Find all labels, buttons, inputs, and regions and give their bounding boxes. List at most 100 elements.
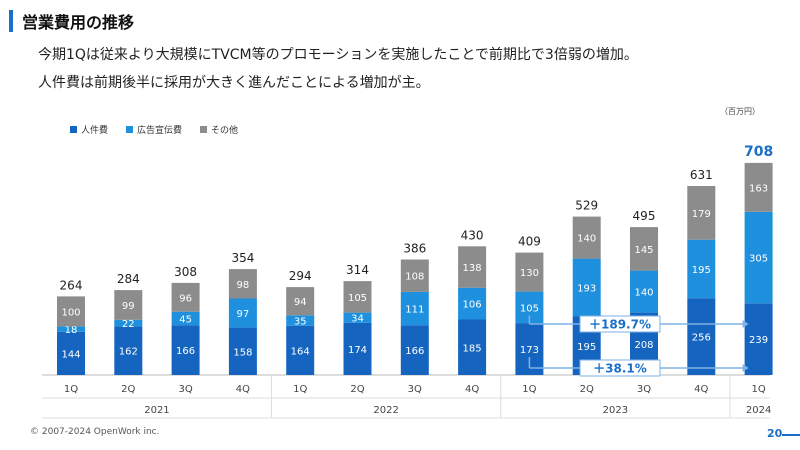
bar-value-label: 162 xyxy=(119,347,138,358)
bar-segment-personnel xyxy=(57,331,85,375)
bar-segment-other xyxy=(400,259,429,292)
bar-value-label: 163 xyxy=(749,183,768,194)
x-tick-label: 4Q xyxy=(465,384,479,395)
bar-value-label: 208 xyxy=(634,340,653,351)
bar-value-label: 35 xyxy=(294,317,307,328)
bar-segment-advertising xyxy=(343,312,372,323)
legend-item-other: その他 xyxy=(200,123,238,136)
bar-segment-other xyxy=(515,252,544,292)
legend-label-other: その他 xyxy=(211,126,239,136)
bar-value-label: 111 xyxy=(405,305,424,316)
x-group-label: 2023 xyxy=(603,405,628,416)
legend-label-personnel: 人件費 xyxy=(81,126,109,136)
bar-segment-advertising xyxy=(57,326,85,332)
bar-value-label: 18 xyxy=(65,325,78,336)
bar-value-label: 100 xyxy=(61,307,80,318)
bar-segment-other xyxy=(57,296,85,327)
x-tick-label: 3Q xyxy=(637,384,651,395)
x-tick-label: 2Q xyxy=(580,384,594,395)
bar-segment-other xyxy=(572,216,601,259)
bar-segment-advertising xyxy=(572,258,601,317)
bar-segment-advertising xyxy=(687,239,716,299)
x-tick-label: 2Q xyxy=(350,384,364,395)
bar-segment-advertising xyxy=(286,315,315,326)
legend-item-advertising: 広告宣伝費 xyxy=(126,123,182,136)
bar-value-label: 105 xyxy=(520,303,539,314)
bar-segment-personnel xyxy=(286,325,315,375)
chart-legend: 人件費 広告宣伝費 その他 xyxy=(70,123,238,136)
description-line-2: 人件費は前期後半に採用が大きく進んだことによる増加が主。 xyxy=(38,75,430,91)
bar-segment-personnel xyxy=(228,327,257,375)
x-tick-label: 1Q xyxy=(64,384,78,395)
bar-total-label: 284 xyxy=(117,272,140,286)
bar-segment-personnel xyxy=(114,326,143,375)
x-tick-label: 3Q xyxy=(178,384,192,395)
bar-value-label: 99 xyxy=(122,301,135,312)
bar-total-label: 529 xyxy=(575,199,598,213)
title-accent-bar xyxy=(9,10,13,32)
x-tick-label: 1Q xyxy=(751,384,765,395)
bar-value-label: 96 xyxy=(179,293,192,304)
bar-total-label: 708 xyxy=(744,144,773,160)
bar-segment-personnel xyxy=(744,303,773,375)
bar-value-label: 106 xyxy=(463,300,482,311)
bar-value-label: 179 xyxy=(692,209,711,220)
x-tick-label: 2Q xyxy=(121,384,135,395)
bar-segment-personnel xyxy=(343,322,372,375)
bar-value-label: 256 xyxy=(692,333,711,344)
bar-segment-advertising xyxy=(458,287,487,320)
bar-segment-other xyxy=(744,162,773,212)
bar-value-label: 34 xyxy=(351,314,364,325)
bar-value-label: 164 xyxy=(291,346,310,357)
bar-value-label: 144 xyxy=(61,349,80,360)
bar-value-label: 195 xyxy=(692,265,711,276)
bar-value-label: 98 xyxy=(237,280,250,291)
bar-value-label: 185 xyxy=(463,343,482,354)
bar-value-label: 173 xyxy=(520,345,539,356)
annotation-box xyxy=(579,315,661,333)
bar-segment-advertising xyxy=(744,211,773,304)
bar-value-label: 108 xyxy=(405,272,424,283)
annotation-arrowhead xyxy=(742,364,749,372)
bar-segment-personnel xyxy=(687,298,716,375)
bar-segment-personnel xyxy=(171,325,200,375)
slide-title: 営業費用の推移 xyxy=(22,13,135,32)
legend-swatch-other xyxy=(200,126,208,133)
bar-value-label: 22 xyxy=(122,319,135,330)
bar-value-label: 145 xyxy=(634,245,653,256)
bar-value-label: 166 xyxy=(405,346,424,357)
bar-segment-advertising xyxy=(114,319,143,327)
legend-swatch-personnel xyxy=(70,126,77,133)
x-tick-label: 1Q xyxy=(293,384,307,395)
bar-total-label: 314 xyxy=(346,263,369,277)
bar-value-label: 195 xyxy=(577,342,596,353)
annotation-arrowhead xyxy=(742,320,749,328)
unit-label: （百万円） xyxy=(720,107,760,116)
annotation-box xyxy=(579,359,661,377)
bar-total-label: 308 xyxy=(174,265,197,279)
bar-total-label: 430 xyxy=(461,228,484,242)
bar-total-label: 264 xyxy=(60,278,83,292)
annotation-label: ＋189.7% xyxy=(589,318,651,332)
bar-value-label: 45 xyxy=(179,314,192,325)
legend-item-personnel: 人件費 xyxy=(70,123,108,136)
bar-segment-advertising xyxy=(228,298,257,328)
bar-value-label: 140 xyxy=(634,288,653,299)
bar-segment-personnel xyxy=(458,319,487,375)
annotation-label: ＋38.1% xyxy=(593,362,647,376)
bar-segment-advertising xyxy=(630,270,658,313)
bar-value-label: 140 xyxy=(577,234,596,245)
bar-segment-other xyxy=(343,281,372,313)
legend-swatch-advertising xyxy=(126,126,134,133)
x-group-label: 2021 xyxy=(144,405,169,416)
bar-segment-other xyxy=(286,287,315,316)
bar-value-label: 305 xyxy=(749,254,768,265)
bar-segment-other xyxy=(171,282,200,312)
bar-value-label: 105 xyxy=(348,293,367,304)
bar-total-label: 631 xyxy=(690,168,713,182)
bar-value-label: 239 xyxy=(749,335,768,346)
bar-value-label: 166 xyxy=(176,346,195,357)
bar-segment-other xyxy=(114,290,143,320)
bar-segment-other xyxy=(687,186,716,240)
